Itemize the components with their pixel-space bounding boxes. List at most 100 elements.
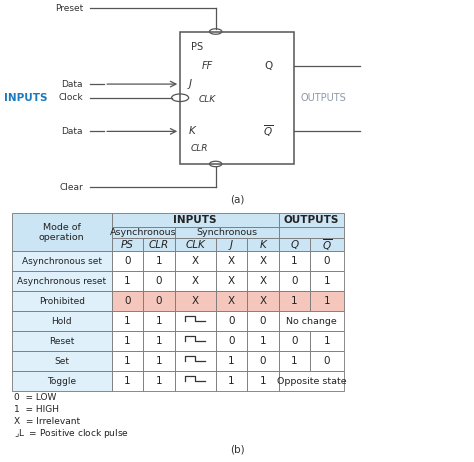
Text: Reset: Reset <box>49 337 74 346</box>
Text: 0: 0 <box>324 256 330 266</box>
Text: Data: Data <box>62 79 83 89</box>
Text: Asynchronous reset: Asynchronous reset <box>17 277 106 286</box>
Text: (a): (a) <box>230 195 244 205</box>
Text: X  = Irrelevant: X = Irrelevant <box>14 417 80 426</box>
Bar <box>216 238 247 251</box>
Bar <box>216 371 247 391</box>
Bar <box>111 311 143 331</box>
Bar <box>216 331 247 351</box>
Bar <box>143 291 175 311</box>
Bar <box>12 331 111 351</box>
Text: 1: 1 <box>292 356 298 366</box>
Text: 1: 1 <box>228 376 235 386</box>
Text: K: K <box>189 127 195 136</box>
Bar <box>111 331 143 351</box>
Text: 0: 0 <box>124 296 131 306</box>
Text: 0: 0 <box>292 336 298 346</box>
Bar <box>279 331 310 351</box>
Text: FF: FF <box>201 61 213 71</box>
Bar <box>111 227 175 238</box>
Bar <box>247 291 279 311</box>
Text: 1: 1 <box>155 256 162 266</box>
Bar <box>111 291 143 311</box>
Text: 0  = LOW: 0 = LOW <box>14 393 56 402</box>
Bar <box>12 213 111 251</box>
Text: No change: No change <box>286 317 337 326</box>
Bar <box>143 331 175 351</box>
Text: K: K <box>260 240 266 250</box>
Text: 1: 1 <box>324 336 330 346</box>
Bar <box>111 351 143 371</box>
Bar <box>12 291 111 311</box>
Text: Prohibited: Prohibited <box>39 297 85 306</box>
Bar <box>279 213 344 227</box>
Text: OUTPUTS: OUTPUTS <box>283 215 339 225</box>
Text: 1: 1 <box>292 296 298 306</box>
Bar <box>180 31 294 164</box>
Text: 0: 0 <box>324 356 330 366</box>
Text: X: X <box>259 296 266 306</box>
Text: INPUTS: INPUTS <box>4 93 47 103</box>
Text: X: X <box>228 276 235 286</box>
Text: $\overline{Q}$: $\overline{Q}$ <box>322 237 332 253</box>
Text: X: X <box>228 296 235 306</box>
Text: 0: 0 <box>228 336 235 346</box>
Text: Toggle: Toggle <box>47 377 76 386</box>
Text: 1: 1 <box>292 256 298 266</box>
Text: CLK: CLK <box>199 95 216 104</box>
Text: 0: 0 <box>228 316 235 326</box>
Bar <box>247 271 279 291</box>
Text: 1: 1 <box>124 376 131 386</box>
Text: 0: 0 <box>260 316 266 326</box>
Bar <box>247 238 279 251</box>
Bar <box>310 238 344 251</box>
Bar <box>175 238 216 251</box>
Bar <box>279 251 310 271</box>
Bar <box>247 371 279 391</box>
Text: Q: Q <box>291 240 299 250</box>
Bar <box>310 291 344 311</box>
Bar <box>175 251 216 271</box>
Bar <box>143 311 175 331</box>
Text: CLK: CLK <box>185 240 205 250</box>
Text: 1: 1 <box>124 336 131 346</box>
Text: $\overline{Q}$: $\overline{Q}$ <box>263 123 273 139</box>
Bar <box>12 271 111 291</box>
Text: X: X <box>191 276 199 286</box>
Text: Asynchronous set: Asynchronous set <box>22 257 101 266</box>
Text: Synchronous: Synchronous <box>196 228 257 237</box>
Bar <box>279 311 344 331</box>
Text: 0: 0 <box>260 356 266 366</box>
Text: CLR: CLR <box>191 144 208 153</box>
Text: 1: 1 <box>124 356 131 366</box>
Bar <box>111 271 143 291</box>
Bar <box>310 251 344 271</box>
Bar <box>310 271 344 291</box>
Text: Mode of
operation: Mode of operation <box>39 223 84 242</box>
Text: X: X <box>259 256 266 266</box>
Text: 1: 1 <box>324 276 330 286</box>
Bar <box>247 311 279 331</box>
Bar <box>175 311 216 331</box>
Text: 0: 0 <box>292 276 298 286</box>
Text: 1: 1 <box>228 356 235 366</box>
Text: Opposite state: Opposite state <box>276 377 346 386</box>
Bar <box>143 251 175 271</box>
Bar <box>12 351 111 371</box>
Bar <box>12 371 111 391</box>
Bar <box>175 291 216 311</box>
Text: PS: PS <box>191 43 203 52</box>
Text: J: J <box>189 79 191 89</box>
Bar <box>216 271 247 291</box>
Bar <box>12 251 111 271</box>
Bar <box>279 351 310 371</box>
Text: 1  = HIGH: 1 = HIGH <box>14 405 59 414</box>
Bar <box>111 238 143 251</box>
Bar <box>175 271 216 291</box>
Bar <box>247 331 279 351</box>
Bar <box>310 351 344 371</box>
Text: 1: 1 <box>260 376 266 386</box>
Bar <box>175 351 216 371</box>
Bar <box>216 311 247 331</box>
Text: CLR: CLR <box>149 240 169 250</box>
